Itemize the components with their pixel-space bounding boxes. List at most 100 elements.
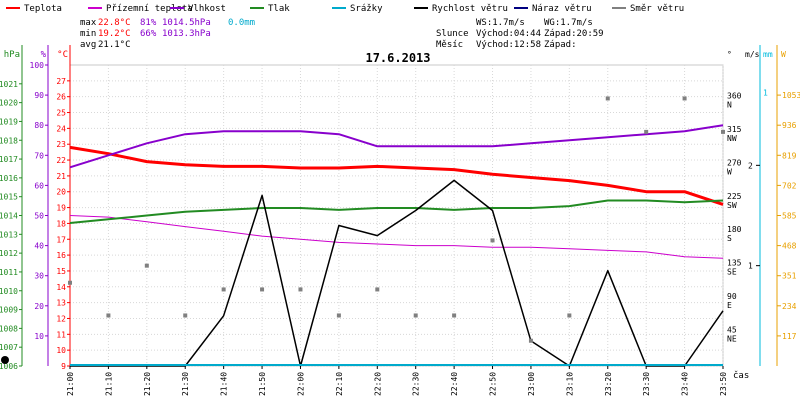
series-line-1 [69,215,724,259]
legend-label-2: Vlhkost [188,4,226,14]
solar-axis-unit: W [781,50,786,59]
series-line-0 [69,145,724,206]
legend-label-5: Rychlost větru [432,4,508,14]
direction-tick-label-5: 270 [727,158,742,167]
pressure-axis-unit: hPa [4,50,20,60]
humidity-tick-label-7: 80 [34,121,44,130]
stat-avg-temp: 21.1°C [98,40,131,50]
pressure-tick-label-12: 1018 [0,136,18,145]
rain-tick-label-0: 1 [763,88,768,97]
direction-tick-label-7: 360 [727,91,742,100]
x-tick-label-10: 22:40 [450,372,459,396]
humidity-tick-label-9: 100 [30,61,45,70]
plot-area [1,96,725,367]
temperature-tick-label-15: 24 [56,124,66,133]
pressure-tick-label-5: 1011 [0,268,18,277]
info-block: WS:1.7m/s WG:1.7m/s Slunce Východ:04:44 … [436,18,604,50]
temperature-tick-label-10: 19 [56,204,66,213]
solar-tick-label-2: 351 [782,272,797,281]
pressure-tick-label-6: 1012 [0,249,18,258]
info-wg: WG:1.7m/s [544,18,593,28]
wind-tick-label-1: 2 [748,161,753,170]
stat-min-label: min [80,29,96,39]
temperature-tick-label-6: 15 [56,267,66,276]
x-tick-label-8: 22:20 [373,372,382,396]
temperature-tick-label-14: 23 [56,140,66,149]
direction-name-6: NW [727,134,737,143]
direction-tick-label-1: 90 [727,292,737,301]
direction-point-10 [452,313,457,318]
humidity-tick-label-3: 40 [34,242,44,251]
temperature-axis-unit: °C [57,50,68,60]
temperature-tick-label-16: 25 [56,109,66,118]
x-tick-label-0: 21:00 [66,372,75,396]
marker-dot [1,356,9,364]
x-tick-label-15: 23:30 [642,372,651,396]
temperature-tick-label-12: 21 [56,172,66,181]
pressure-tick-label-11: 1017 [0,155,18,164]
direction-point-9 [413,313,418,318]
stats-block: max 22.8°C 81% 1014.5hPa 0.0mm min 19.2°… [80,18,255,50]
temperature-tick-label-13: 22 [56,156,66,165]
direction-point-1 [106,313,111,318]
temperature-tick-label-7: 16 [56,251,66,260]
direction-name-0: NE [727,335,737,344]
x-tick-label-17: 23:50 [719,372,728,396]
direction-point-6 [298,287,303,292]
stat-min-press: 1013.3hPa [162,29,211,39]
series-line-2 [69,124,724,169]
info-sunset: Západ:20:59 [544,29,604,39]
series-line-3 [69,199,724,224]
x-axis-label: čas [733,370,749,381]
x-tick-label-1: 21:10 [104,372,113,396]
direction-name-1: E [727,301,732,310]
stat-avg-label: avg [80,40,96,50]
humidity-tick-label-2: 30 [34,272,44,281]
info-moonrise: Východ:12:58 [476,40,541,50]
temperature-tick-label-17: 26 [56,93,66,102]
stat-min-temp: 19.2°C [98,29,131,39]
x-tick-label-11: 22:50 [489,372,498,396]
direction-name-5: W [727,167,732,176]
direction-name-2: SE [727,268,737,277]
temperature-tick-label-2: 11 [56,330,66,339]
direction-tick-label-6: 315 [727,125,742,134]
solar-tick-label-8: 1053 [782,91,800,100]
direction-axis-unit: ° [727,50,732,59]
pressure-tick-label-2: 1008 [0,324,18,333]
x-tick-label-4: 21:40 [220,372,229,396]
direction-tick-label-0: 45 [727,326,737,335]
direction-point-12 [528,338,533,343]
stat-max-rain: 0.0mm [228,18,255,28]
direction-point-15 [644,129,649,134]
solar-tick-label-3: 468 [782,242,797,251]
pressure-tick-label-13: 1019 [0,117,18,126]
rain-axis-unit: mm [763,50,773,59]
x-tick-label-5: 21:50 [258,372,267,396]
pressure-tick-label-0: 1006 [0,362,18,371]
info-moonset: Západ: [544,40,577,50]
pressure-tick-label-9: 1015 [0,193,18,202]
humidity-tick-label-6: 70 [34,151,44,160]
direction-name-4: SW [727,201,737,210]
info-sunrise: Východ:04:44 [476,29,541,39]
humidity-tick-label-0: 10 [34,332,44,341]
humidity-axis-unit: % [41,50,47,60]
x-tick-label-6: 22:00 [296,372,305,396]
grid [69,64,724,367]
temperature-tick-label-1: 10 [56,346,66,355]
legend-label-1: Přízemní teplota [106,4,193,14]
direction-point-14 [605,96,610,101]
temperature-tick-label-0: 9 [61,362,66,371]
pressure-tick-label-10: 1016 [0,174,18,183]
legend-label-0: Teplota [24,4,62,14]
pressure-tick-label-1: 1007 [0,343,18,352]
wind-axis-unit: m/s [745,50,760,59]
direction-point-11 [490,238,495,243]
x-tick-label-9: 22:30 [412,372,421,396]
humidity-tick-label-8: 90 [34,91,44,100]
direction-point-3 [183,313,188,318]
stat-max-hum: 81% [140,18,157,28]
